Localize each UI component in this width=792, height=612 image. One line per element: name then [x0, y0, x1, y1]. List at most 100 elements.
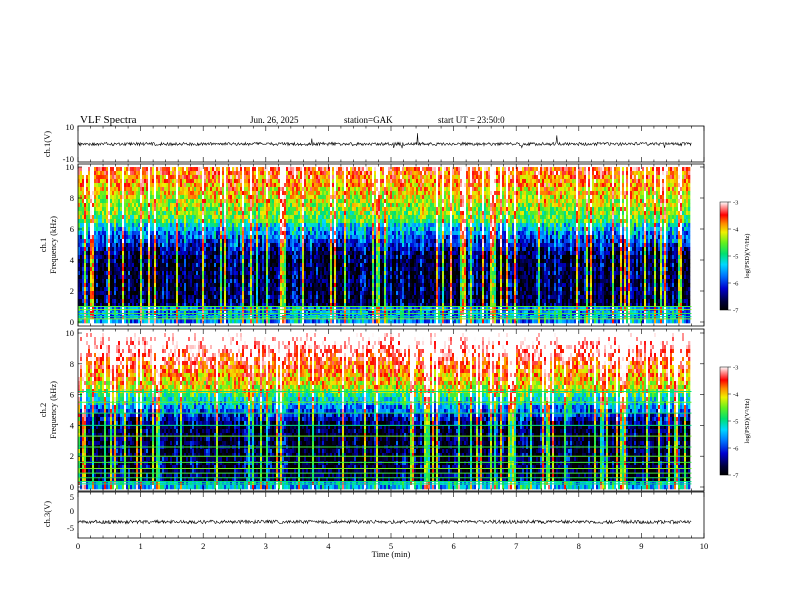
spectrogram-cell [268, 259, 270, 263]
spectrogram-cell [198, 211, 200, 215]
spectrogram-cell [256, 259, 258, 263]
spectrogram-cell [288, 279, 290, 283]
spectrogram-cell [306, 283, 308, 287]
spectrogram-cell [146, 215, 148, 219]
spectrogram-cell [228, 271, 230, 275]
spectrogram-cell [144, 167, 146, 171]
spectrogram-cell [250, 287, 252, 291]
spectrogram-cell [278, 235, 280, 239]
spectrogram-cell [84, 275, 86, 279]
spectrogram-cell [226, 243, 228, 247]
spectrogram-cell [178, 195, 180, 199]
spectrogram-cell [176, 255, 178, 259]
spectrogram-cell [104, 231, 106, 235]
spectrogram-cell [184, 259, 186, 263]
spectrogram-cell [176, 283, 178, 287]
spectrogram-cell [118, 219, 120, 223]
spectrogram-cell [176, 247, 178, 251]
spectrogram-cell [170, 179, 172, 183]
spectrogram-cell [114, 271, 116, 275]
spectrogram-cell [122, 171, 124, 175]
spectrogram-cell [114, 195, 116, 199]
spectrogram-cell [106, 287, 108, 291]
spectrogram-cell [190, 239, 192, 243]
spectrogram-cell [256, 183, 258, 187]
spectrogram-cell [154, 195, 156, 199]
spectrogram-cell [108, 183, 110, 187]
spectrogram-cell [210, 251, 212, 255]
spectrogram-cell [210, 219, 212, 223]
spectrogram-cell [288, 283, 290, 287]
spectrogram-cell [96, 187, 98, 191]
spectrogram-cell [166, 291, 168, 295]
spectrogram-cell [112, 267, 114, 271]
spectrogram-cell [242, 235, 244, 239]
spectrogram-cell [264, 287, 266, 291]
spectrogram-cell [168, 203, 170, 207]
spectrogram-cell [208, 251, 210, 255]
spectrogram-cell [184, 239, 186, 243]
spectrogram-cell [272, 291, 274, 295]
spectrogram-cell [202, 199, 204, 203]
spectrogram-cell [304, 231, 306, 235]
spectrogram-cell [306, 247, 308, 251]
spectrogram-cell [88, 239, 90, 243]
spectrogram-cell [304, 175, 306, 179]
spectrogram-cell [168, 191, 170, 195]
spectrogram-cell [274, 187, 276, 191]
spectrogram-cell [168, 227, 170, 231]
spectrogram-cell [150, 251, 152, 255]
spectrogram-cell [242, 295, 244, 299]
spectrogram-cell [230, 283, 232, 287]
spectrogram-cell [88, 251, 90, 255]
spectrogram-cell [228, 191, 230, 195]
spectrogram-cell [200, 167, 202, 171]
spectrogram-cell [146, 259, 148, 263]
spectrogram-cell [148, 219, 150, 223]
spectrogram-cell [190, 215, 192, 219]
spectrogram-cell [160, 203, 162, 207]
spectrogram-cell [136, 255, 138, 259]
spectrogram-cell [130, 283, 132, 287]
spectrogram-cell [192, 211, 194, 215]
spectrogram-cell [134, 299, 136, 303]
spectrogram-cell [230, 219, 232, 223]
spectrogram-cell [240, 171, 242, 175]
spectrogram-cell [232, 299, 234, 303]
spectrogram-cell [130, 319, 132, 323]
spectrogram-cell [294, 203, 296, 207]
spectrogram-cell [186, 215, 188, 219]
spectrogram-cell [262, 255, 264, 259]
spectrogram-cell [186, 255, 188, 259]
spectrogram-cell [278, 227, 280, 231]
spectrogram-cell [170, 199, 172, 203]
spectrogram-cell [132, 255, 134, 259]
spectrogram-cell [228, 207, 230, 211]
spectrogram-cell [126, 227, 128, 231]
spectrogram-cell [224, 235, 226, 239]
spectrogram-cell [188, 235, 190, 239]
spectrogram-cell [298, 195, 300, 199]
spectrogram-cell [244, 275, 246, 279]
spectrogram-cell [88, 295, 90, 299]
spectrogram-cell [220, 271, 222, 275]
spectrogram-cell [256, 195, 258, 199]
spectrogram-cell [234, 191, 236, 195]
spectrogram-cell [96, 299, 98, 303]
spectrogram-cell [222, 187, 224, 191]
spectrogram-cell [164, 287, 166, 291]
spectrogram-cell [246, 279, 248, 283]
spectrogram-cell [174, 199, 176, 203]
spectrogram-cell [270, 247, 272, 251]
spectrogram-cell [226, 287, 228, 291]
spectrogram-cell [158, 195, 160, 199]
spectrogram-cell [130, 279, 132, 283]
spectrogram-cell [290, 275, 292, 279]
spectrogram-cell [244, 227, 246, 231]
spectrogram-cell [246, 199, 248, 203]
spectrogram-cell [280, 223, 282, 227]
spectrogram-cell [122, 271, 124, 275]
spectrogram-cell [210, 207, 212, 211]
spectrogram-cell [212, 223, 214, 227]
spectrogram-cell [150, 287, 152, 291]
